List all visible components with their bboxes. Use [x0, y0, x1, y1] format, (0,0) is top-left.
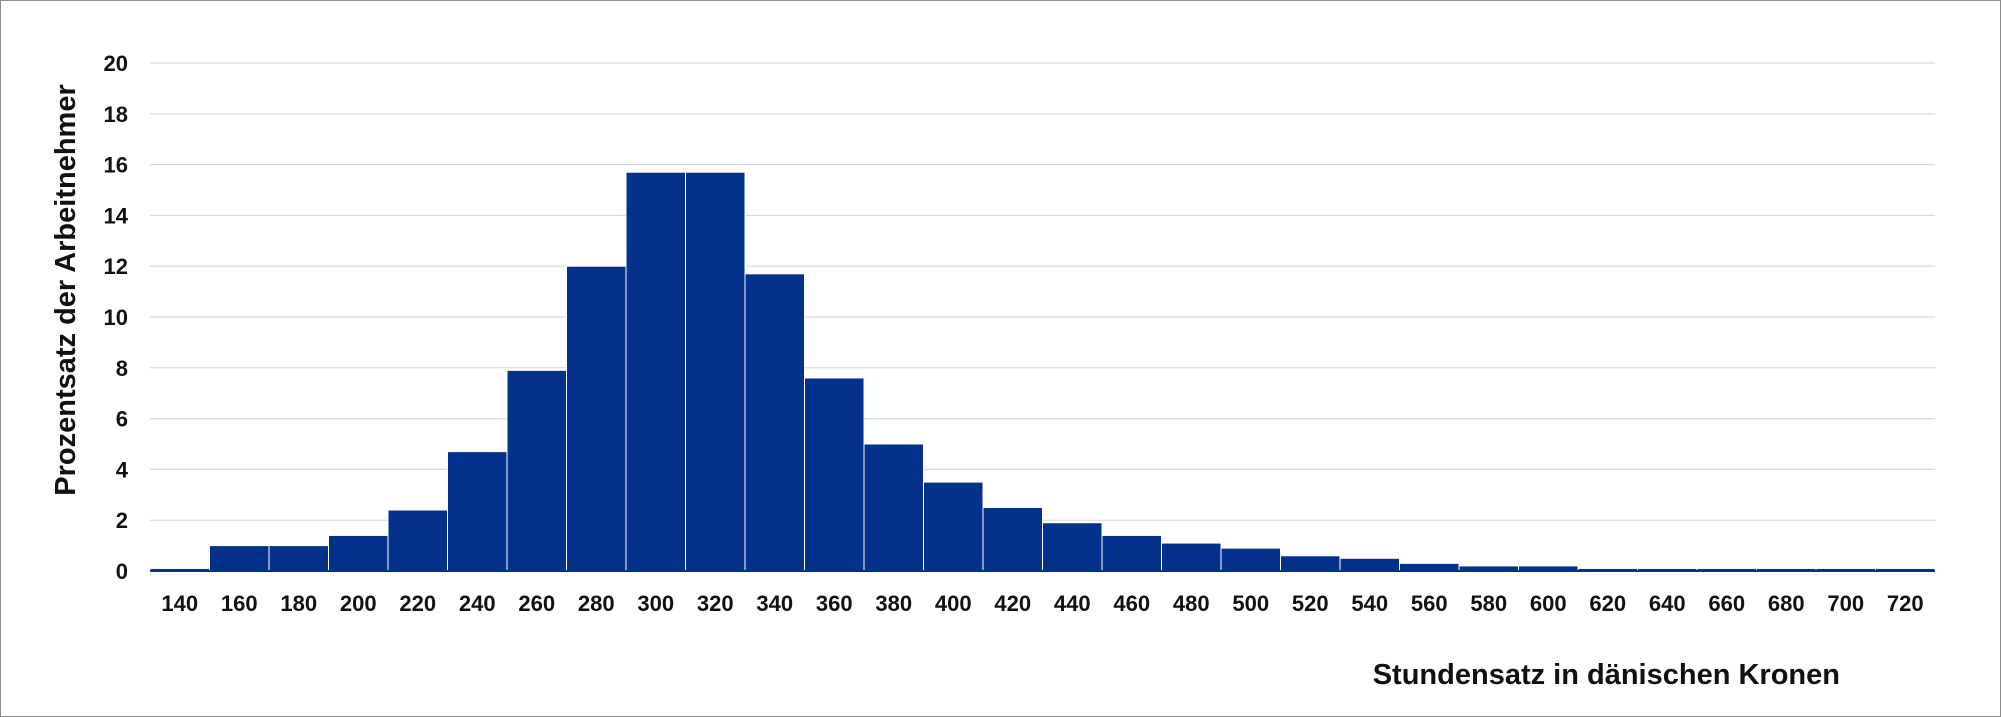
x-tick-label: 380 [875, 591, 912, 616]
x-tick-label: 140 [161, 591, 198, 616]
histogram-bar [923, 481, 984, 572]
x-tick-label: 340 [756, 591, 793, 616]
x-tick-label: 540 [1351, 591, 1388, 616]
x-tick-label: 280 [578, 591, 615, 616]
x-tick-label: 240 [459, 591, 496, 616]
x-tick-label: 700 [1827, 591, 1864, 616]
y-tick-label: 6 [116, 407, 128, 432]
y-axis-ticks: 0 2 4 6 8 10 12 14 16 18 20 [104, 51, 129, 584]
x-tick-label: 220 [399, 591, 436, 616]
x-tick-label: 560 [1411, 591, 1448, 616]
histogram-bar [1399, 562, 1460, 572]
histogram-bar [268, 545, 329, 572]
histogram-bar [1339, 557, 1400, 572]
x-axis-ticks: 140 160 180 200 220 240 260 280 300 320 340 360 380 4… [161, 591, 1923, 616]
histogram-bar [863, 443, 924, 572]
histogram-bar [387, 509, 448, 572]
histogram-bar [685, 171, 746, 572]
histogram-bar [1220, 547, 1281, 572]
histogram-bar [982, 507, 1043, 572]
y-tick-label: 0 [116, 559, 128, 584]
histogram-bar [1161, 542, 1222, 572]
x-tick-label: 160 [221, 591, 258, 616]
y-axis-title: Prozentsatz der Arbeitnehmer [50, 84, 82, 495]
histogram-bar [804, 377, 865, 572]
histogram-bar [328, 534, 389, 572]
x-tick-label: 420 [994, 591, 1031, 616]
y-tick-label: 12 [104, 254, 128, 279]
histogram-bar [1101, 534, 1162, 572]
histogram-bar [1042, 522, 1103, 572]
gridlines [150, 62, 1935, 521]
y-tick-label: 10 [104, 305, 128, 330]
x-tick-label: 620 [1589, 591, 1626, 616]
histogram-bar [209, 545, 270, 572]
x-tick-label: 200 [340, 591, 377, 616]
x-tick-label: 360 [816, 591, 853, 616]
x-tick-label: 500 [1232, 591, 1269, 616]
y-tick-label: 18 [104, 102, 128, 127]
y-tick-label: 8 [116, 356, 128, 381]
x-tick-label: 400 [935, 591, 972, 616]
x-tick-label: 480 [1173, 591, 1210, 616]
histogram-bar [1280, 555, 1341, 572]
x-tick-label: 520 [1292, 591, 1329, 616]
histogram-bar [625, 171, 686, 572]
y-tick-label: 4 [116, 457, 129, 482]
histogram-bar [447, 451, 508, 572]
y-tick-label: 2 [116, 508, 128, 533]
x-tick-label: 600 [1530, 591, 1567, 616]
y-tick-label: 16 [104, 153, 128, 178]
x-tick-label: 180 [280, 591, 317, 616]
x-tick-label: 580 [1470, 591, 1507, 616]
histogram-bar [744, 273, 805, 572]
x-tick-label: 440 [1054, 591, 1091, 616]
x-tick-label: 640 [1649, 591, 1686, 616]
x-axis-title: Stundensatz in dänischen Kronen [1373, 659, 1840, 691]
x-tick-label: 320 [697, 591, 734, 616]
x-tick-label: 660 [1708, 591, 1745, 616]
histogram-bar [566, 265, 627, 572]
histogram-bar [506, 369, 567, 572]
x-tick-label: 460 [1113, 591, 1150, 616]
y-tick-label: 14 [104, 203, 129, 228]
bars [149, 171, 1936, 572]
x-tick-label: 680 [1768, 591, 1805, 616]
y-tick-label: 20 [104, 51, 128, 76]
x-tick-label: 260 [518, 591, 555, 616]
x-tick-label: 720 [1887, 591, 1924, 616]
x-tick-label: 300 [637, 591, 674, 616]
